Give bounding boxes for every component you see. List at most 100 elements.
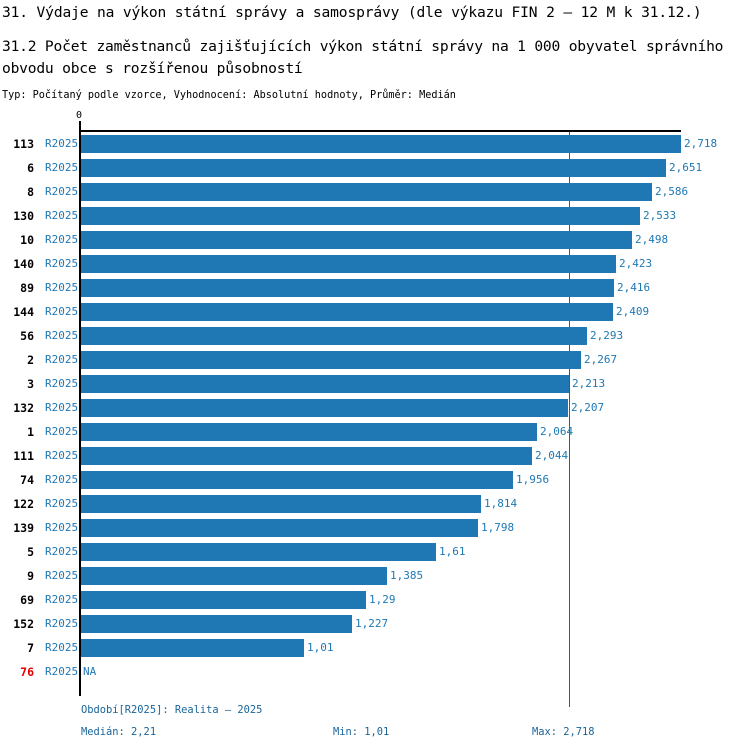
bar-row[interactable]: 122 R2025 1,814: [0, 492, 750, 516]
bar-value-label: 2,267: [584, 353, 618, 366]
bar[interactable]: [81, 135, 681, 153]
bar-row[interactable]: 140 R2025 2,423: [0, 252, 750, 276]
bar[interactable]: [81, 207, 640, 225]
median-reference-line: [569, 132, 570, 707]
bar-row-series-label: R2025: [45, 233, 79, 246]
bar-row-category-label: 144: [13, 305, 34, 319]
bar-value-label: 2,213: [572, 377, 606, 390]
bar-value-label: 2,064: [540, 425, 574, 438]
bar-row[interactable]: 152 R2025 1,227: [0, 612, 750, 636]
bar-row-series-label: R2025: [45, 257, 79, 270]
bar-value-label: 2,207: [571, 401, 605, 414]
x-axis-top-line: [79, 130, 681, 132]
bar-row-category-label: 113: [13, 137, 34, 151]
bar-value-label: 2,586: [655, 185, 689, 198]
bar-row-series-label: R2025: [45, 281, 79, 294]
chart-footer: Období[R2025]: Realita – 2025 Medián: 2,…: [0, 700, 750, 748]
bar-row-series-label: R2025: [45, 545, 79, 558]
bar-row[interactable]: 139 R2025 1,798: [0, 516, 750, 540]
legend-label: Období[R2025]: Realita – 2025: [81, 704, 263, 716]
bar-row[interactable]: 144 R2025 2,409: [0, 300, 750, 324]
bar-row-category-label: 8: [27, 185, 34, 199]
bar-row[interactable]: 111 R2025 2,044: [0, 444, 750, 468]
bar[interactable]: [81, 519, 478, 537]
bar-row-category-label: 7: [27, 641, 34, 655]
bar[interactable]: [81, 447, 532, 465]
bar-row-series-label: R2025: [45, 449, 79, 462]
bar-row-series-label: R2025: [45, 137, 79, 150]
bar-value-label: 1,956: [516, 473, 550, 486]
bar[interactable]: [81, 183, 652, 201]
bar-row-series-label: R2025: [45, 497, 79, 510]
bar-row[interactable]: 6 R2025 2,651: [0, 156, 750, 180]
bar-row-series-label: R2025: [45, 353, 79, 366]
bar[interactable]: [81, 327, 587, 345]
bar-row-category-label: 140: [13, 257, 34, 271]
bar-value-label: NA: [83, 665, 97, 678]
bar[interactable]: [81, 399, 568, 417]
bar-row-series-label: R2025: [45, 473, 79, 486]
bar-row[interactable]: 89 R2025 2,416: [0, 276, 750, 300]
bar-row-category-label: 5: [27, 545, 34, 559]
bar-row[interactable]: 2 R2025 2,267: [0, 348, 750, 372]
bar[interactable]: [81, 639, 304, 657]
bar-row-category-label: 69: [20, 593, 34, 607]
bar-row[interactable]: 69 R2025 1,29: [0, 588, 750, 612]
bar-row-category-label: 9: [27, 569, 34, 583]
bar[interactable]: [81, 591, 366, 609]
bar-row[interactable]: 8 R2025 2,586: [0, 180, 750, 204]
bar-value-label: 2,416: [617, 281, 651, 294]
bar-row-category-label: 76: [20, 665, 34, 679]
bar-value-label: 2,498: [635, 233, 669, 246]
bar[interactable]: [81, 279, 614, 297]
bar-row-category-label: 74: [20, 473, 34, 487]
bar-row[interactable]: 1 R2025 2,064: [0, 420, 750, 444]
bar[interactable]: [81, 471, 513, 489]
bar[interactable]: [81, 375, 569, 393]
bar[interactable]: [81, 159, 666, 177]
bar-row[interactable]: 113 R2025 2,718: [0, 132, 750, 156]
bar-row-category-label: 111: [13, 449, 34, 463]
bar[interactable]: [81, 495, 481, 513]
bar-chart-plot: 0 113 R2025 2,718 6 R2025 2,651 8 R2025 2,586 130…: [0, 110, 750, 707]
bar-row-series-label: R2025: [45, 593, 79, 606]
bar-row-series-label: R2025: [45, 209, 79, 222]
bar-row-series-label: R2025: [45, 665, 79, 678]
bar-row[interactable]: 56 R2025 2,293: [0, 324, 750, 348]
axis-zero-tick-label: 0: [76, 110, 83, 121]
bar[interactable]: [81, 543, 436, 561]
bar-value-label: 1,01: [307, 641, 334, 654]
bar-row-series-label: R2025: [45, 617, 79, 630]
bar-row[interactable]: 132 R2025 2,207: [0, 396, 750, 420]
stat-min: Min: 1,01: [333, 726, 390, 738]
bar-row[interactable]: 76 R2025 NA: [0, 660, 750, 684]
bar-row-series-label: R2025: [45, 161, 79, 174]
bar-row[interactable]: 9 R2025 1,385: [0, 564, 750, 588]
bar[interactable]: [81, 423, 537, 441]
bar-row[interactable]: 7 R2025 1,01: [0, 636, 750, 660]
bar[interactable]: [81, 567, 387, 585]
bar-row[interactable]: 3 R2025 2,213: [0, 372, 750, 396]
bar-row-category-label: 1: [27, 425, 34, 439]
bar-row[interactable]: 74 R2025 1,956: [0, 468, 750, 492]
bar-row[interactable]: 5 R2025 1,61: [0, 540, 750, 564]
bar-row-category-label: 132: [13, 401, 34, 415]
bar[interactable]: [81, 255, 616, 273]
bar-row[interactable]: 130 R2025 2,533: [0, 204, 750, 228]
bar-value-label: 2,423: [619, 257, 653, 270]
stat-median: Medián: 2,21: [81, 726, 157, 738]
bar[interactable]: [81, 351, 581, 369]
bar-row-series-label: R2025: [45, 305, 79, 318]
bar[interactable]: [81, 615, 352, 633]
bar-value-label: 1,29: [369, 593, 396, 606]
bar-value-label: 1,798: [481, 521, 515, 534]
bar[interactable]: [81, 303, 613, 321]
bar-row[interactable]: 10 R2025 2,498: [0, 228, 750, 252]
bar-value-label: 2,533: [643, 209, 677, 222]
bar-value-label: 1,61: [439, 545, 466, 558]
bar-value-label: 2,651: [669, 161, 703, 174]
bar-row-category-label: 6: [27, 161, 34, 175]
bar-row-category-label: 3: [27, 377, 34, 391]
bar-value-label: 2,293: [590, 329, 624, 342]
bar[interactable]: [81, 231, 632, 249]
